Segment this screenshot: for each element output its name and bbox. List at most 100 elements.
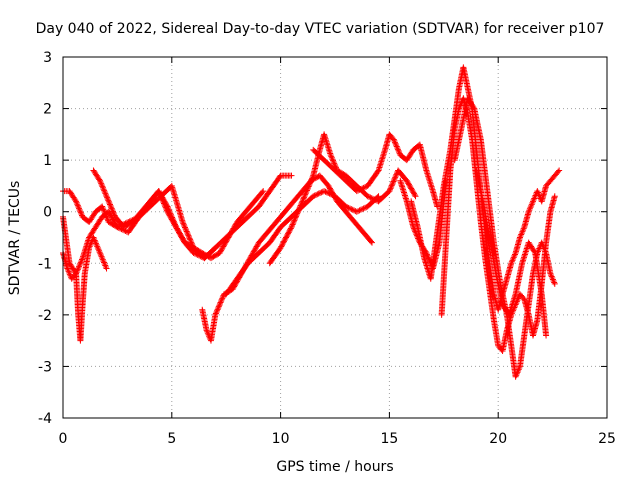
data-point [96,177,103,184]
data-point [296,205,303,212]
data-point [91,235,98,242]
data-point [409,188,416,195]
data-point [101,261,108,268]
data-point [326,185,333,192]
data-point [391,137,398,144]
data-point [73,198,80,205]
data-point [77,208,84,215]
data-point [302,190,309,197]
data-point [183,227,190,234]
data-point [204,328,211,335]
data-point [252,246,259,253]
data-point [368,238,375,245]
data-point [291,217,298,224]
data-point [231,222,238,229]
x-tick-label: 20 [489,431,507,447]
data-point [216,300,223,307]
data-point [412,193,419,200]
data-point [94,244,101,251]
data-point [228,229,235,236]
data-point [515,367,522,374]
data-point [99,184,106,191]
data-point [386,188,393,195]
data-point [518,231,525,238]
data-point [100,206,107,213]
data-point [530,196,537,203]
data-point [543,332,550,339]
data-point [102,263,109,270]
data-point [99,203,106,210]
data-point [101,259,108,266]
data-point [110,209,117,216]
data-point [528,202,535,209]
data-point [186,235,193,242]
data-point [360,205,367,212]
data-point [389,179,396,186]
data-point [77,260,84,267]
data-point [289,222,296,229]
data-point [411,191,418,198]
data-point [456,104,463,111]
x-tick-label: 15 [380,431,398,447]
data-point [299,198,306,205]
data-point [190,249,197,256]
data-point [525,208,532,215]
data-point [361,184,368,191]
data-point [355,187,362,194]
data-point [325,182,332,189]
data-point [302,191,309,198]
data-point [388,183,395,190]
data-point [252,244,259,251]
data-point [92,240,99,247]
data-point [77,259,84,266]
x-tick-label: 10 [272,431,290,447]
data-point [74,266,81,273]
data-point [348,206,355,213]
data-point [215,303,222,310]
data-point [328,153,335,160]
data-point [555,168,562,175]
data-point [96,249,103,256]
data-point [169,215,176,222]
data-point [326,190,333,197]
data-point [74,267,81,274]
data-point [78,256,85,263]
data-point [114,224,121,231]
y-tick-label: 1 [43,153,52,169]
data-point [391,175,398,182]
data-point [102,262,109,269]
data-point [75,264,82,271]
data-point [253,243,260,250]
data-point [284,231,291,238]
data-point [513,372,520,379]
data-point [167,210,174,217]
data-point [307,178,314,185]
data-point [520,295,527,302]
series-track-13 [473,167,550,339]
data-point [86,244,93,251]
data-point [174,226,181,233]
data-point [260,188,267,195]
data-point [250,249,257,256]
data-point [538,239,545,246]
data-point [103,193,110,200]
data-point [300,195,307,202]
y-tick-label: 0 [43,205,52,221]
data-point [328,154,335,161]
data-point [539,242,546,249]
data-point [78,257,85,264]
data-point [303,187,310,194]
data-point [277,244,284,251]
data-point [548,272,555,279]
data-point [87,241,94,248]
data-point [104,216,111,223]
data-point [165,206,172,213]
data-point [215,304,222,311]
data-point [212,310,219,317]
data-point [223,237,230,244]
data-point [329,156,336,163]
chart-title: Day 040 of 2022, Sidereal Day-to-day VTE… [36,21,605,37]
data-point [159,194,166,201]
data-point [330,157,337,164]
data-point [65,268,72,275]
